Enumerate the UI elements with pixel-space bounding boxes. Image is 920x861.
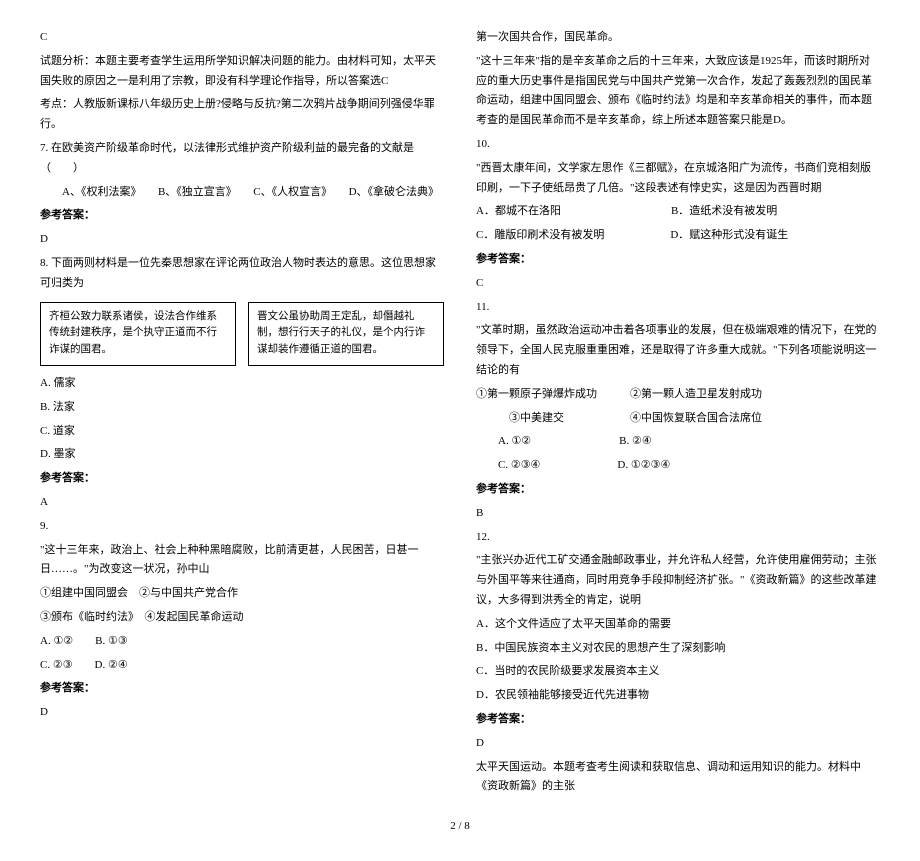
- q8-box-1: 齐桓公致力联系诸侯，设法合作维系传统封建秩序，是个执守正道而不行诈谋的国君。: [40, 302, 236, 366]
- q9-opt-line2: ③颁布《临时约法》 ④发起国民革命运动: [40, 608, 444, 628]
- q7-options: A、《权利法案》 B、《独立宣言》 C、《人权宣言》 D、《拿破仑法典》: [40, 183, 444, 203]
- q11-answer: B: [476, 504, 880, 524]
- page-number: 2 / 8: [40, 817, 880, 837]
- q12-opt-d: D．农民领袖能够接受近代先进事物: [476, 686, 880, 706]
- answer-c: C: [40, 28, 444, 48]
- q10-opts-ab: A．都城不在洛阳 B．造纸术没有被发明: [476, 202, 880, 222]
- q9-answer: D: [40, 703, 444, 723]
- q7-answer: D: [40, 230, 444, 250]
- ref-answer-label: 参考答案：: [40, 206, 444, 226]
- question-7: 7. 在欧美资产阶级革命时代，以法律形式维护资产阶级利益的最完备的文献是（ ）: [40, 139, 444, 179]
- question-11-intro: 11.: [476, 298, 880, 318]
- q12-opt-b: B．中国民族资本主义对农民的思想产生了深刻影响: [476, 639, 880, 659]
- q-kaodian: 考点：人教版新课标八年级历史上册?侵略与反抗?第二次鸦片战争期间列强侵华罪行。: [40, 95, 444, 135]
- ref-answer-label: 参考答案：: [476, 480, 880, 500]
- ref-answer-label: 参考答案：: [40, 469, 444, 489]
- q12-answer: D: [476, 734, 880, 754]
- q11-opt-line1: ①第一颗原子弹爆炸成功 ②第一颗人造卫星发射成功: [476, 385, 880, 405]
- question-11-text: "文革时期，虽然政治运动冲击着各项事业的发展，但在极端艰难的情况下，在党的领导下…: [476, 321, 880, 380]
- q9-opt-line1: ①组建中国同盟会 ②与中国共产党合作: [40, 584, 444, 604]
- q8-opt-a: A. 儒家: [40, 374, 444, 394]
- q8-answer: A: [40, 493, 444, 513]
- q12-tail: 太平天国运动。本题考查考生阅读和获取信息、调动和运用知识的能力。材料中《资政新篇…: [476, 758, 880, 798]
- question-8: 8. 下面两则材料是一位先秦思想家在评论两位政治人物时表达的意思。这位思想家可归…: [40, 254, 444, 294]
- question-12-text: "主张兴办近代工矿交通金融邮政事业，并允许私人经营，允许使用雇佣劳动；主张与外国…: [476, 551, 880, 610]
- q10-opts-cd: C．雕版印刷术没有被发明 D．赋这种形式没有诞生: [476, 226, 880, 246]
- q12-opt-a: A．这个文件适应了太平天国革命的需要: [476, 615, 880, 635]
- q12-opt-c: C．当时的农民阶级要求发展资本主义: [476, 662, 880, 682]
- ref-answer-label: 参考答案：: [476, 710, 880, 730]
- question-10-intro: 10.: [476, 135, 880, 155]
- q-analysis: 试题分析：本题主要考查学生运用所学知识解决问题的能力。由材料可知，太平天国失败的…: [40, 52, 444, 92]
- ref-answer-label: 参考答案：: [476, 250, 880, 270]
- right-line1: 第一次国共合作，国民革命。: [476, 28, 880, 48]
- q8-opt-c: C. 道家: [40, 422, 444, 442]
- q9-opts-ab: A. ①② B. ①③: [40, 632, 444, 652]
- q11-opt-line2: ③中美建交 ④中国恢复联合国合法席位: [476, 409, 880, 429]
- q11-opts-cd: C. ②③④ D. ①②③④: [476, 456, 880, 476]
- right-explanation: "这十三年来"指的是辛亥革命之后的十三年来，大致应该是1925年，而该时期所对应…: [476, 52, 880, 131]
- question-10-text: "西晋太康年间，文学家左思作《三都赋》，在京城洛阳广为流传，书商们竞相刻版印刷，…: [476, 159, 880, 199]
- right-column: 第一次国共合作，国民革命。 "这十三年来"指的是辛亥革命之后的十三年来，大致应该…: [476, 24, 880, 801]
- question-12-intro: 12.: [476, 528, 880, 548]
- q8-box-2: 晋文公虽协助周王定乱，却僭越礼制，想行行天子的礼仪，是个内行诈谋却装作遵循正道的…: [248, 302, 444, 366]
- question-9-text: "这十三年来，政治上、社会上种种黑暗腐败，比前清更甚，人民困苦，日甚一日……。"…: [40, 541, 444, 581]
- q8-opt-d: D. 墨家: [40, 445, 444, 465]
- q8-boxes: 齐桓公致力联系诸侯，设法合作维系传统封建秩序，是个执守正道而不行诈谋的国君。 晋…: [40, 302, 444, 366]
- ref-answer-label: 参考答案：: [40, 679, 444, 699]
- left-column: C 试题分析：本题主要考查学生运用所学知识解决问题的能力。由材料可知，太平天国失…: [40, 24, 444, 801]
- q10-answer: C: [476, 274, 880, 294]
- q11-opts-ab: A. ①② B. ②④: [476, 432, 880, 452]
- two-column-layout: C 试题分析：本题主要考查学生运用所学知识解决问题的能力。由材料可知，太平天国失…: [40, 24, 880, 801]
- q8-opt-b: B. 法家: [40, 398, 444, 418]
- q9-opts-cd: C. ②③ D. ②④: [40, 656, 444, 676]
- question-9-intro: 9.: [40, 517, 444, 537]
